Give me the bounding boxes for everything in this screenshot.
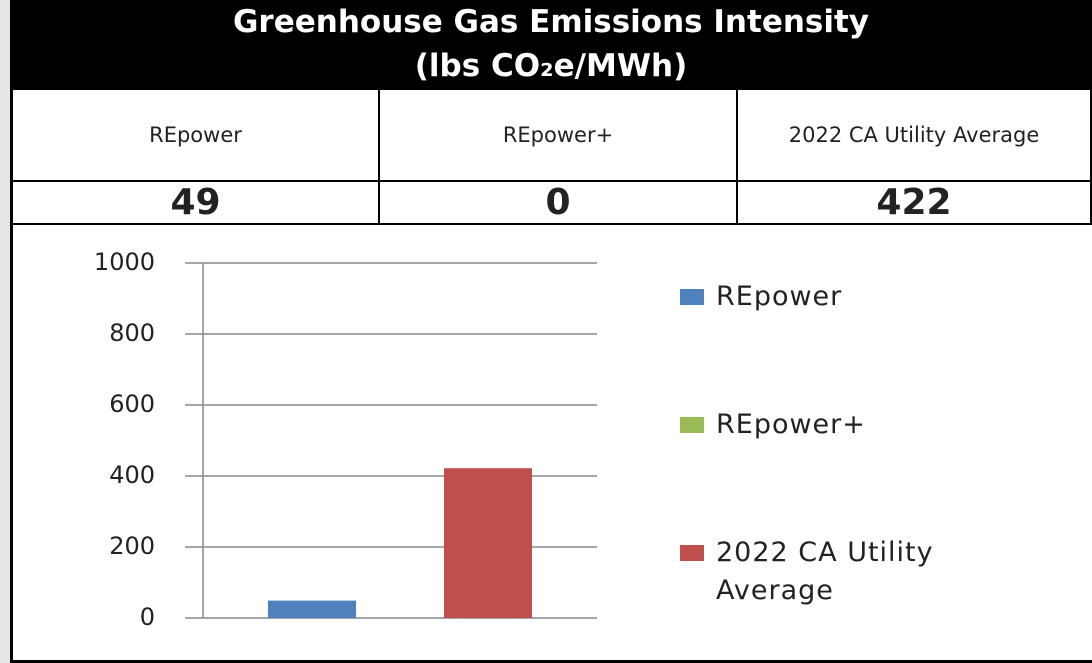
header-cell: REpower [10, 90, 380, 182]
frame [10, 0, 1092, 663]
value-cell: 422 [738, 182, 1092, 225]
y-tick-label: 400 [109, 461, 155, 489]
y-tick-label: 800 [109, 319, 155, 347]
legend-swatch [680, 417, 704, 433]
bar [268, 600, 356, 618]
y-tick-label: 600 [109, 390, 155, 418]
y-tick-label: 200 [109, 532, 155, 560]
value-cell: 49 [10, 182, 380, 225]
legend-label: REpower [716, 281, 843, 312]
y-tick-label: 1000 [94, 248, 155, 276]
value-cell: 0 [380, 182, 738, 225]
bar [444, 468, 532, 618]
header-cell: REpower+ [380, 90, 738, 182]
legend-item: REpower [680, 278, 1010, 316]
legend-label: REpower+ [716, 409, 866, 440]
y-tick-label: 0 [140, 603, 155, 631]
legend-item: 2022 CA Utility Average [680, 534, 1010, 610]
title-bar: Greenhouse Gas Emissions Intensity (lbs … [10, 0, 1092, 90]
legend-swatch [680, 289, 704, 305]
legend-item: REpower+ [680, 406, 1010, 444]
legend-label: 2022 CA Utility Average [716, 537, 934, 606]
title: Greenhouse Gas Emissions Intensity [232, 4, 870, 40]
header-cell: 2022 CA Utility Average [738, 90, 1092, 182]
subtitle: (lbs CO₂e/MWh) [414, 48, 688, 84]
legend-swatch [680, 545, 704, 561]
